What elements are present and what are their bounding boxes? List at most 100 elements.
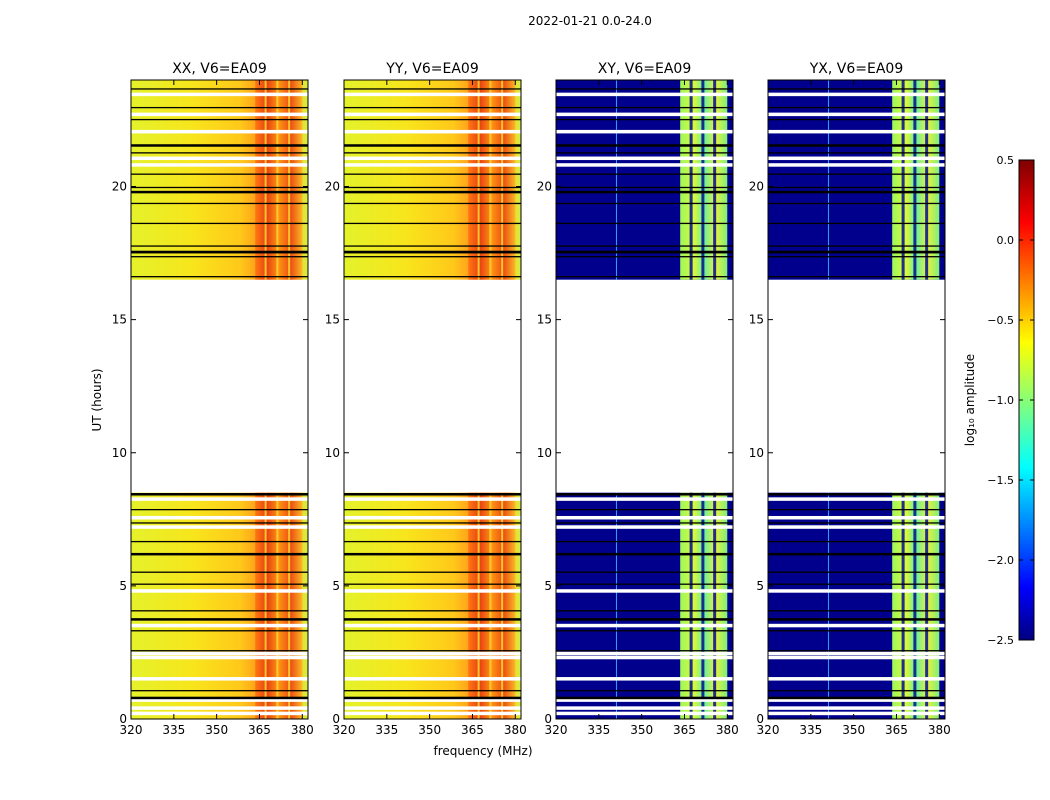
flag-black-18 <box>131 222 308 225</box>
band-divider-2 <box>925 492 929 719</box>
flag-white-13 <box>344 129 521 134</box>
hot-band-1 <box>255 492 303 719</box>
flag-black-7 <box>768 571 945 573</box>
flag-black-24 <box>556 144 733 147</box>
flag-black-13 <box>344 276 521 278</box>
flag-black-1 <box>131 690 308 692</box>
flag-black-18 <box>768 222 945 225</box>
flag-black-21 <box>344 186 521 189</box>
band-divider-1 <box>913 492 917 719</box>
x-tick-label: 380 <box>504 723 527 737</box>
colorbar-tick-label: −1.5 <box>987 474 1014 487</box>
colorbar-tick-label: −1.0 <box>987 394 1014 407</box>
flag-black-25 <box>768 118 945 121</box>
flag-white-8 <box>768 525 945 529</box>
flag-black-27 <box>768 88 945 90</box>
flag-white-9 <box>131 515 308 520</box>
flag-black-6 <box>344 583 521 585</box>
flag-black-12 <box>556 493 733 496</box>
flag-white-11 <box>131 163 308 167</box>
flag-black-22 <box>768 173 945 175</box>
band-divider-2 <box>925 80 929 280</box>
flag-white-10 <box>344 497 521 501</box>
flag-black-19 <box>131 202 308 205</box>
flag-black-27 <box>131 88 308 90</box>
flag-white-13 <box>131 129 308 134</box>
flag-black-25 <box>131 118 308 121</box>
flag-white-15 <box>556 92 733 97</box>
y-tick-label: 5 <box>119 579 127 593</box>
x-tick-label: 320 <box>757 723 780 737</box>
flag-black-6 <box>556 583 733 585</box>
band-divider-1 <box>701 80 705 280</box>
flag-white-10 <box>768 497 945 501</box>
flag-black-23 <box>344 152 521 154</box>
flag-white-13 <box>768 129 945 134</box>
y-tick-label: 15 <box>749 313 764 327</box>
band-divider-0 <box>264 80 267 280</box>
flag-black-19 <box>768 202 945 205</box>
y-tick-label: 5 <box>544 579 552 593</box>
flag-black-20 <box>556 190 733 194</box>
flag-black-8 <box>131 552 308 556</box>
flag-black-5 <box>344 610 521 612</box>
band-divider-2 <box>501 492 504 719</box>
axes-frame <box>343 79 522 720</box>
flag-black-16 <box>131 250 308 254</box>
flag-black-9 <box>344 540 521 543</box>
flag-black-4 <box>131 618 308 621</box>
flag-white-1 <box>344 706 521 710</box>
flag-black-17 <box>131 245 308 247</box>
panel-xy: XY, V6=EA09 320 335 350 365 380 0 5 10 15 20 <box>537 61 739 737</box>
flag-white-7 <box>131 589 308 593</box>
flag-white-9 <box>556 515 733 520</box>
flag-black-10 <box>131 522 308 524</box>
band-divider-1 <box>276 80 279 280</box>
flag-black-11 <box>131 508 308 511</box>
flag-black-23 <box>768 152 945 154</box>
flag-black-14 <box>768 256 945 258</box>
flag-white-1 <box>768 706 945 710</box>
x-tick-label: 365 <box>248 723 271 737</box>
x-tick-label: 320 <box>120 723 143 737</box>
panel-title: XY, V6=EA09 <box>598 61 692 77</box>
panel-title: YX, V6=EA09 <box>809 61 904 77</box>
flag-black-20 <box>131 190 308 194</box>
flag-white-14 <box>344 112 521 117</box>
flag-black-8 <box>344 552 521 556</box>
x-tick-label: 365 <box>673 723 696 737</box>
flag-white-12 <box>131 156 308 161</box>
x-tick-label: 335 <box>162 723 185 737</box>
flag-black-14 <box>344 256 521 258</box>
flag-black-0 <box>344 696 521 700</box>
colorbar: 0.5 0.0 −0.5 −1.0 −1.5 −2.0 −2.5 log₁₀ amplitud… <box>963 154 1035 647</box>
flag-black-9 <box>131 540 308 543</box>
colorbar-label: log₁₀ amplitude <box>963 354 977 446</box>
flag-black-19 <box>344 202 521 205</box>
axes-frame <box>130 79 309 720</box>
flag-white-3 <box>556 677 733 681</box>
flag-black-22 <box>344 173 521 175</box>
y-axis-label: UT (hours) <box>90 368 104 431</box>
flag-black-26 <box>768 106 945 109</box>
flag-black-1 <box>768 690 945 692</box>
flag-white-6 <box>131 623 308 628</box>
colorbar-tick-label: 0.0 <box>997 234 1015 247</box>
flag-black-7 <box>131 571 308 573</box>
band-divider-0 <box>901 80 905 280</box>
figure-suptitle: 2022-01-21 0.0-24.0 <box>528 14 652 28</box>
panel-xx: XX, V6=EA09 320 335 350 365 380 0 5 10 15 20 <box>112 61 314 737</box>
y-tick-label: 0 <box>756 712 764 726</box>
x-tick-label: 380 <box>716 723 739 737</box>
x-tick-label: 350 <box>842 723 865 737</box>
flag-white-0 <box>556 711 733 716</box>
flag-white-5 <box>344 651 521 656</box>
band-divider-0 <box>689 80 693 280</box>
flag-black-12 <box>768 493 945 496</box>
flag-black-14 <box>131 256 308 258</box>
flag-white-8 <box>344 525 521 529</box>
flag-black-7 <box>556 571 733 573</box>
y-tick-label: 15 <box>325 313 340 327</box>
rfi-line <box>827 492 829 719</box>
